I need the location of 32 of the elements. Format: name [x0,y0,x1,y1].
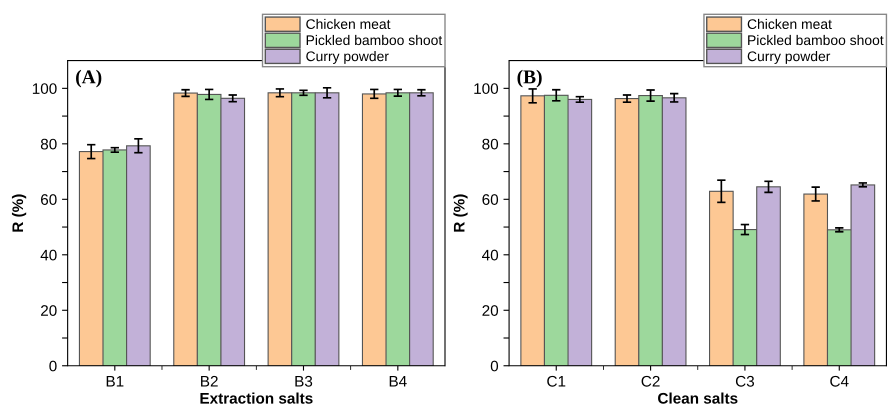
legend-label: Chicken meat [748,18,832,30]
y-tick-label: 0 [49,360,57,372]
x-tick-label: B3 [295,376,312,387]
y-tick-label: 100 [32,83,57,94]
legend-label: Chicken meat [306,18,390,30]
legend-label: Pickled bamboo shoot [306,34,442,46]
x-tick-label: B1 [106,376,124,387]
x-tick-label: C1 [547,376,566,387]
y-tick-label: 60 [41,194,57,205]
y-tick-label: 40 [482,250,498,260]
x-axis-title: Extraction salts [200,392,313,404]
y-tick-label: 20 [482,305,498,316]
y-tick-label: 80 [482,138,498,150]
annotation: (A) [76,70,102,88]
y-tick-label: 80 [40,138,57,150]
x-tick-label: B4 [390,376,407,387]
x-tick-label: C2 [642,376,660,387]
y-tick-label: 20 [41,305,57,316]
x-axis-title: Clean salts [658,392,738,404]
y-tick-label: 40 [40,250,57,260]
y-axis-title: R (%) [453,194,468,232]
y-tick-label: 0 [490,360,498,372]
legend-label: Curry powder [748,50,830,64]
y-tick-label: 60 [482,194,498,205]
annotation: (B) [517,70,542,88]
legend-label: Curry powder [306,50,389,64]
y-axis-title: R (%) [12,194,26,232]
x-tick-label: C4 [830,376,849,387]
x-tick-label: B2 [201,376,218,387]
legend-label: Pickled bamboo shoot [748,34,884,46]
y-tick-label: 100 [474,83,498,94]
x-tick-label: C3 [736,376,754,387]
